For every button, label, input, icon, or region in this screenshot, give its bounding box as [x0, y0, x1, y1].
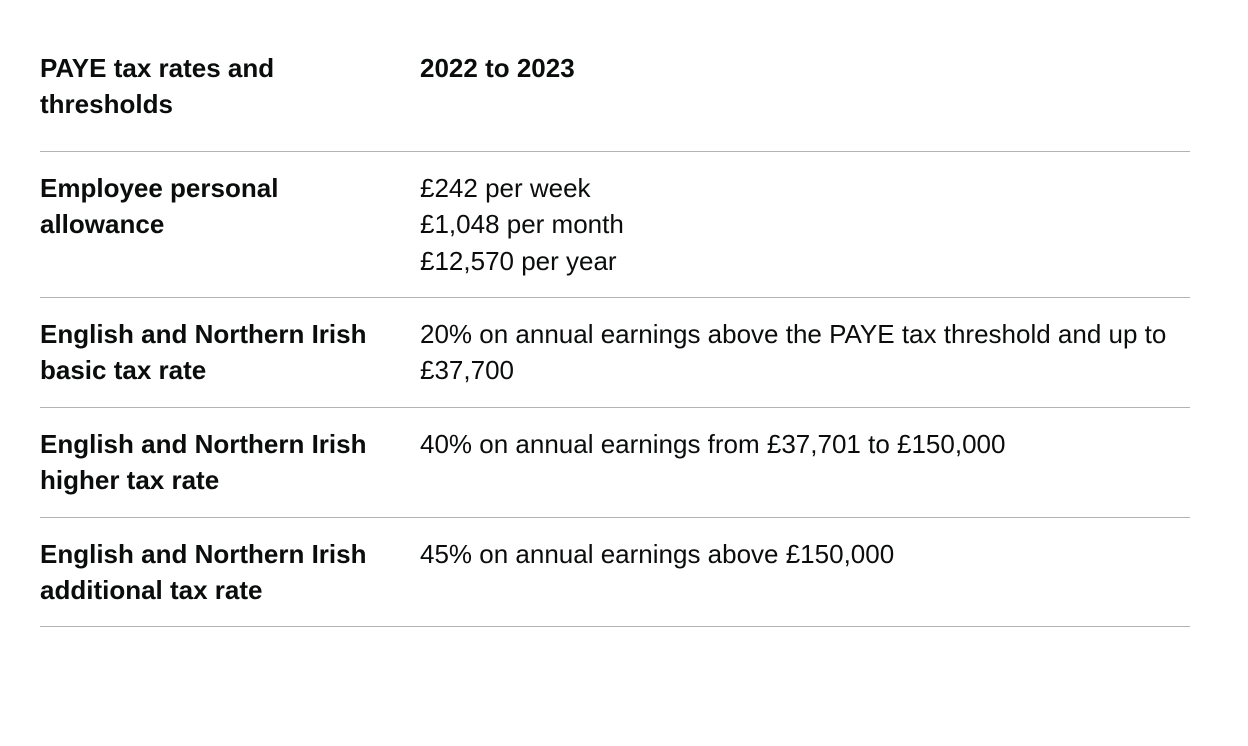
allowance-month: £1,048 per month: [420, 206, 1170, 242]
table-header-row: PAYE tax rates and thresholds 2022 to 20…: [40, 40, 1190, 151]
row-value-additional-rate: 45% on annual earnings above £150,000: [420, 517, 1190, 627]
table-row: Employee personal allowance £242 per wee…: [40, 151, 1190, 297]
row-value-higher-rate: 40% on annual earnings from £37,701 to £…: [420, 407, 1190, 517]
allowance-week: £242 per week: [420, 170, 1170, 206]
header-col-rates: PAYE tax rates and thresholds: [40, 40, 420, 151]
header-col-year: 2022 to 2023: [420, 40, 1190, 151]
row-value-personal-allowance: £242 per week £1,048 per month £12,570 p…: [420, 151, 1190, 297]
allowance-year: £12,570 per year: [420, 243, 1170, 279]
table-row: English and Northern Irish higher tax ra…: [40, 407, 1190, 517]
row-label-higher-rate: English and Northern Irish higher tax ra…: [40, 407, 420, 517]
row-label-basic-rate: English and Northern Irish basic tax rat…: [40, 297, 420, 407]
row-label-personal-allowance: Employee personal allowance: [40, 151, 420, 297]
table-row: English and Northern Irish basic tax rat…: [40, 297, 1190, 407]
paye-tax-rates-table: PAYE tax rates and thresholds 2022 to 20…: [40, 40, 1190, 627]
row-value-basic-rate: 20% on annual earnings above the PAYE ta…: [420, 297, 1190, 407]
row-label-additional-rate: English and Northern Irish additional ta…: [40, 517, 420, 627]
table-row: English and Northern Irish additional ta…: [40, 517, 1190, 627]
